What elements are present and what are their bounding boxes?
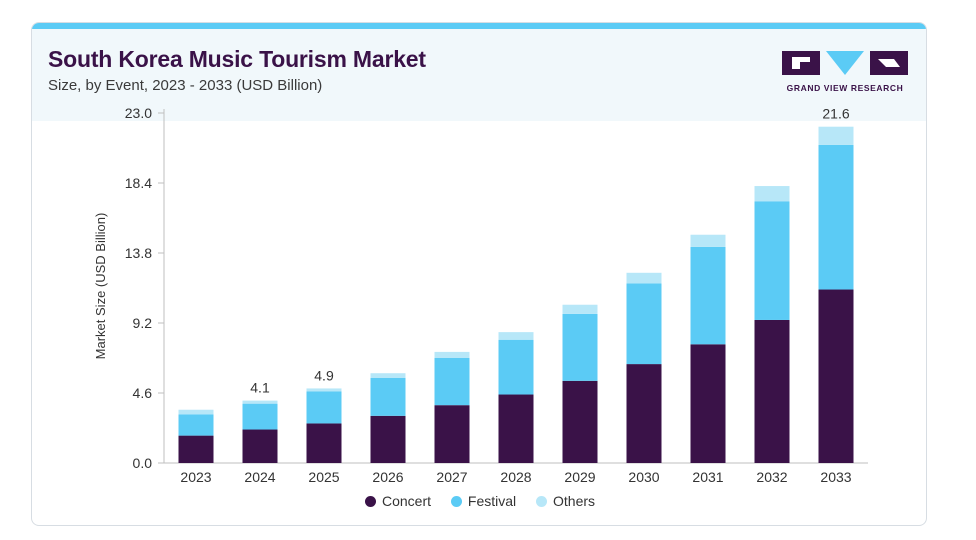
- data-label-2025: 4.9: [314, 367, 334, 383]
- bar-festival-2024: [242, 403, 278, 430]
- x-tick-label: 2030: [628, 469, 659, 485]
- y-axis-ticks: 0.0 4.6 9.2 13.8 18.4 23.0: [125, 105, 164, 471]
- data-labels: 4.1 4.9 21.6: [250, 106, 850, 396]
- y-tick-label: 23.0: [125, 105, 152, 121]
- x-tick-label: 2032: [756, 469, 787, 485]
- chart-subtitle: Size, by Event, 2023 - 2033 (USD Billion…: [48, 77, 323, 94]
- bar-others-2028: [498, 332, 534, 340]
- legend-label-concert: Concert: [381, 493, 431, 509]
- bar-others-2029: [562, 304, 598, 314]
- bar-concert-2030: [626, 364, 662, 463]
- x-tick-label: 2023: [180, 469, 211, 485]
- x-tick-label: 2027: [436, 469, 467, 485]
- bar-concert-2033: [818, 289, 854, 463]
- legend-swatch-concert: [364, 496, 376, 507]
- bar-concert-2025: [306, 423, 342, 463]
- x-tick-label: 2031: [692, 469, 723, 485]
- chart-title: South Korea Music Tourism Market: [48, 46, 426, 72]
- legend-swatch-others: [536, 496, 548, 507]
- bar-festival-2028: [498, 339, 534, 395]
- y-tick-label: 18.4: [125, 175, 152, 191]
- x-tick-label: 2026: [372, 469, 403, 485]
- bar-festival-2032: [754, 201, 790, 320]
- bar-others-2026: [370, 373, 406, 378]
- bar-festival-2025: [306, 391, 342, 424]
- bar-others-2032: [754, 186, 790, 202]
- bar-others-2031: [690, 234, 726, 247]
- x-axis-labels: 2023 2024 2025 2026 2027 2028 2029 2030 2031 2032…: [180, 469, 851, 485]
- legend-swatch-festival: [450, 496, 462, 507]
- x-tick-label: 2025: [308, 469, 339, 485]
- x-tick-label: 2024: [244, 469, 275, 485]
- bar-others-2025: [306, 388, 342, 392]
- bar-concert-2026: [370, 415, 406, 463]
- bar-concert-2028: [498, 394, 534, 463]
- bar-concert-2029: [562, 380, 598, 463]
- bar-concert-2024: [242, 429, 278, 463]
- legend-label-others: Others: [553, 493, 596, 509]
- x-tick-label: 2028: [500, 469, 531, 485]
- bar-festival-2023: [178, 414, 214, 436]
- x-tick-label: 2029: [564, 469, 595, 485]
- logo-mark-icon: [782, 51, 908, 75]
- y-tick-label: 13.8: [125, 245, 152, 261]
- accent-bar: [32, 23, 926, 29]
- legend-item-concert: Concert: [364, 493, 431, 509]
- bar-festival-2029: [562, 313, 598, 381]
- bar-festival-2030: [626, 283, 662, 365]
- bar-festival-2033: [818, 144, 854, 290]
- y-axis-title: Market Size (USD Billion): [93, 213, 108, 360]
- bar-concert-2031: [690, 344, 726, 463]
- logo-text: GRAND VIEW RESEARCH: [786, 83, 904, 93]
- bar-festival-2031: [690, 246, 726, 345]
- data-label-2024: 4.1: [250, 380, 270, 396]
- bar-others-2033: [818, 126, 854, 145]
- x-tick-label: 2033: [820, 469, 851, 485]
- bar-others-2023: [178, 409, 214, 415]
- bar-others-2027: [434, 351, 470, 358]
- bar-concert-2032: [754, 319, 790, 463]
- bar-concert-2023: [178, 435, 214, 463]
- legend-item-others: Others: [536, 493, 595, 509]
- y-tick-label: 4.6: [133, 385, 153, 401]
- chart-header: South Korea Music Tourism Market Size, b…: [32, 29, 926, 121]
- bar-festival-2027: [434, 358, 470, 406]
- grand-view-research-logo: GRAND VIEW RESEARCH: [782, 49, 908, 95]
- y-tick-label: 9.2: [133, 315, 153, 331]
- legend-item-festival: Festival: [450, 493, 517, 509]
- bar-others-2030: [626, 272, 662, 284]
- y-tick-label: 0.0: [133, 455, 153, 471]
- bar-concert-2027: [434, 405, 470, 463]
- bar-festival-2026: [370, 377, 406, 416]
- stacked-bar-chart: 0.0 4.6 9.2 13.8 18.4 23.0 Market Size (USD B…: [93, 105, 868, 485]
- chart-card: South Korea Music Tourism Market Size, b…: [31, 22, 927, 526]
- bars: [178, 126, 854, 463]
- bar-others-2024: [242, 400, 278, 404]
- legend: Concert Festival Others: [32, 493, 926, 509]
- legend-label-festival: Festival: [467, 493, 517, 509]
- data-label-2033: 21.6: [822, 106, 849, 122]
